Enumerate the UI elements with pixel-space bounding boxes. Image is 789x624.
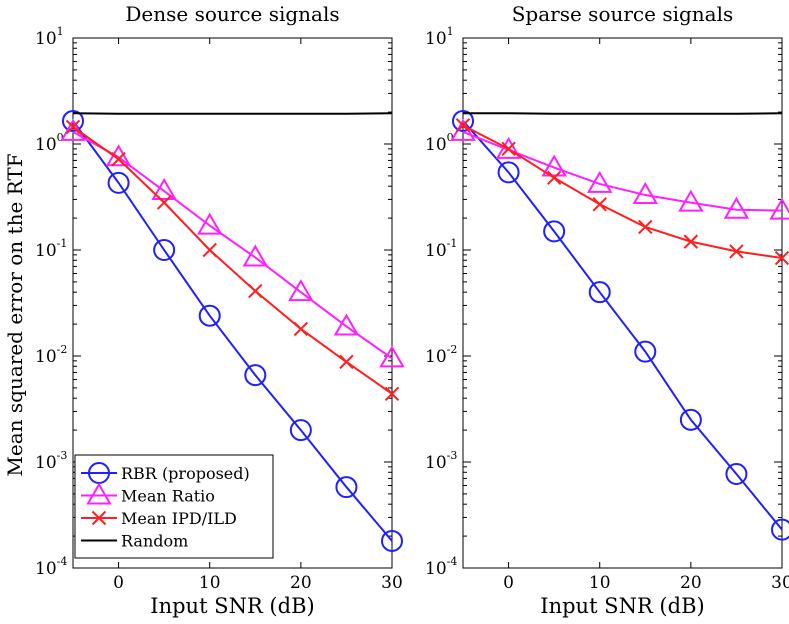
x-tick-label: 0 <box>503 573 514 593</box>
y-tick-label: 10-1 <box>35 237 67 261</box>
y-tick-label: 101 <box>425 25 454 49</box>
data-point <box>339 354 354 370</box>
data-point <box>501 141 516 157</box>
panel-title: Sparse source signals <box>512 2 734 26</box>
series-mean-ipd-ild <box>455 118 789 266</box>
data-point <box>156 195 172 210</box>
data-point <box>679 408 702 431</box>
x-axis-label: Input SNR (dB) <box>540 594 704 618</box>
data-point <box>202 242 217 258</box>
y-tick-label: 10-3 <box>35 449 67 473</box>
panel-title: Dense source signals <box>125 2 339 26</box>
series-rbr-proposed- <box>62 109 403 552</box>
data-point <box>723 196 750 219</box>
data-point <box>248 283 263 299</box>
data-point <box>588 281 611 304</box>
legend: RBR (proposed) Mean Ratio Mean IPD/ILD Rand… <box>74 454 274 559</box>
data-point <box>725 463 748 486</box>
data-point <box>333 313 360 336</box>
data-point <box>198 304 221 327</box>
x-axis-label: Input SNR (dB) <box>150 594 314 618</box>
data-point <box>774 250 789 266</box>
legend-label: Mean IPD/ILD <box>121 509 237 528</box>
data-point <box>289 419 312 442</box>
data-point <box>151 178 177 201</box>
data-point <box>452 109 474 132</box>
data-point <box>293 321 309 337</box>
legend-label: RBR (proposed) <box>121 464 250 483</box>
series-mean-ratio <box>60 118 405 368</box>
legend-marker <box>86 482 112 505</box>
data-point <box>62 109 84 132</box>
y-tick-label: 10-4 <box>425 555 457 579</box>
x-tick-label: 30 <box>381 573 403 593</box>
data-point <box>111 151 126 167</box>
y-tick-label: 10-2 <box>35 343 67 367</box>
data-point <box>632 182 659 205</box>
data-point <box>384 386 400 402</box>
data-point <box>288 279 314 302</box>
data-point <box>543 220 566 243</box>
series-mean-ipd-ild <box>65 119 400 402</box>
y-tick-label: 100 <box>35 131 64 155</box>
series-mean-ratio <box>450 118 789 220</box>
series-line <box>72 120 393 542</box>
data-point <box>495 136 522 159</box>
data-point <box>455 118 471 133</box>
data-point <box>678 189 704 212</box>
data-point <box>335 476 358 499</box>
series-line <box>72 126 393 395</box>
series-line <box>462 124 783 260</box>
data-point <box>729 244 744 259</box>
panels: Dense source signals 0 10 20 30 Input SNR (dB… <box>35 2 789 618</box>
data-point <box>769 197 789 220</box>
y-tick-label: 10-4 <box>35 555 67 579</box>
data-point <box>634 340 657 363</box>
data-point <box>244 364 267 387</box>
data-point <box>381 529 403 552</box>
data-point <box>592 197 607 212</box>
x-tick-label: 10 <box>589 573 611 593</box>
data-point <box>196 212 223 235</box>
x-tick-label: 0 <box>113 573 124 593</box>
data-point <box>546 170 562 185</box>
data-point <box>242 244 269 267</box>
series-line <box>72 131 393 360</box>
data-point <box>586 170 613 193</box>
data-point <box>683 234 699 249</box>
data-point <box>153 239 176 261</box>
x-tick-label: 20 <box>680 573 702 593</box>
data-point <box>379 345 405 368</box>
panel-1: Dense source signals 0 10 20 30 Input SNR (dB… <box>35 2 405 618</box>
plot-area <box>72 37 393 569</box>
data-point <box>771 518 789 541</box>
legend-label: Mean Ratio <box>121 487 215 506</box>
series-line <box>462 120 783 531</box>
data-point <box>541 154 567 177</box>
y-tick-label: 101 <box>35 25 64 49</box>
x-tick-label: 20 <box>290 573 312 593</box>
y-tick-label: 10-2 <box>425 343 457 367</box>
plot-area <box>462 37 783 569</box>
series-rbr-proposed- <box>452 109 789 541</box>
data-point <box>638 219 653 235</box>
y-tick-label: 100 <box>425 131 454 155</box>
y-tick-label: 10-1 <box>425 237 457 261</box>
data-point <box>497 161 520 184</box>
y-axis-label: Mean squared error on the RTF <box>3 153 27 476</box>
y-tick-label: 10-3 <box>425 449 457 473</box>
panel-2: Sparse source signals 0 10 20 30 Input SNR (d… <box>425 2 789 618</box>
data-point <box>65 119 81 135</box>
x-tick-label: 30 <box>771 573 789 593</box>
legend-label: Random <box>121 532 188 551</box>
data-point <box>107 171 130 194</box>
legend-marker <box>91 510 107 526</box>
x-tick-label: 10 <box>199 573 221 593</box>
